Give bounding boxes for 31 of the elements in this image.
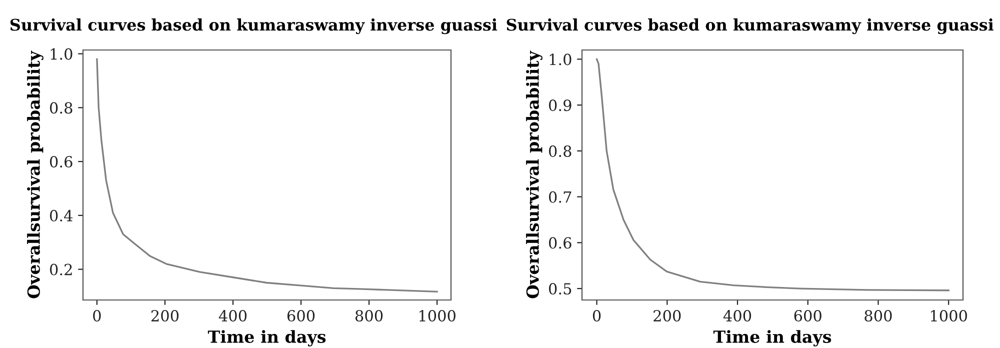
x-tick-label: 1000	[419, 310, 456, 322]
x-tick-label: 800	[864, 310, 892, 322]
x-axis-title: Time in days	[713, 330, 832, 346]
y-tick-label: 0.5	[548, 282, 572, 295]
x-tick-label: 800	[355, 310, 383, 322]
y-tick-label: 0.2	[50, 264, 72, 276]
line-series	[596, 58, 950, 292]
y-axis-title: Overallsurvival probability	[27, 50, 44, 298]
chart-title: Survival curves based on kumaraswamy inverse guassi	[506, 18, 994, 34]
y-tick-label: 0.6	[548, 237, 572, 249]
line-series	[96, 58, 438, 292]
x-tick-label: 1000	[931, 310, 967, 322]
x-tick-label: 200	[151, 310, 179, 322]
y-tick-label: 0.4	[50, 210, 73, 222]
x-tick-label: 200	[654, 310, 681, 322]
y-tick-label: 0.8	[548, 145, 572, 157]
y-tick-label: 0.9	[548, 100, 572, 112]
y-axis-title: Overallsurvival probability	[526, 50, 542, 298]
x-tick-label: 0	[592, 310, 601, 322]
y-tick-label: 0.7	[548, 191, 572, 203]
x-tick-label: 400	[218, 310, 247, 322]
y-tick-label: 0.6	[50, 156, 72, 168]
y-tick-label: 1.0	[550, 54, 572, 66]
x-tick-label: 400	[723, 310, 752, 322]
x-tick-label: 600	[287, 310, 315, 322]
x-tick-label: 600	[794, 310, 822, 322]
x-axis-title: Time in days	[208, 330, 326, 346]
y-tick-label: 0.8	[50, 102, 72, 114]
x-tick-label: 0	[93, 310, 101, 322]
chart-title: Survival curves based on kumaraswamy inverse guassi	[10, 18, 498, 34]
y-tick-label: 1.0	[50, 48, 72, 60]
